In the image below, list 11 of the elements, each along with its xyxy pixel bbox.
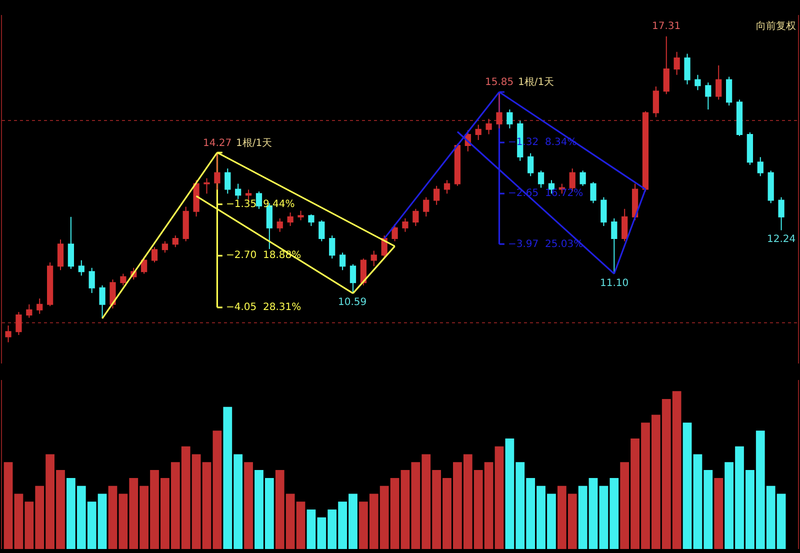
text: 10.59	[338, 297, 367, 308]
text: 15.85	[485, 77, 514, 88]
text: 14.27	[203, 138, 232, 149]
text: 11.10	[600, 278, 629, 289]
ref-line-label: 1根/1天	[518, 76, 554, 88]
text: 12.24	[767, 234, 796, 245]
text: 17.31	[652, 21, 681, 32]
ref-line-label: −4.05 28.31%	[226, 302, 302, 313]
ref-line-label: −3.97 25.03%	[508, 239, 584, 250]
ref-line-label: 1根/1天	[236, 137, 272, 149]
text: 向前复权	[756, 20, 796, 32]
